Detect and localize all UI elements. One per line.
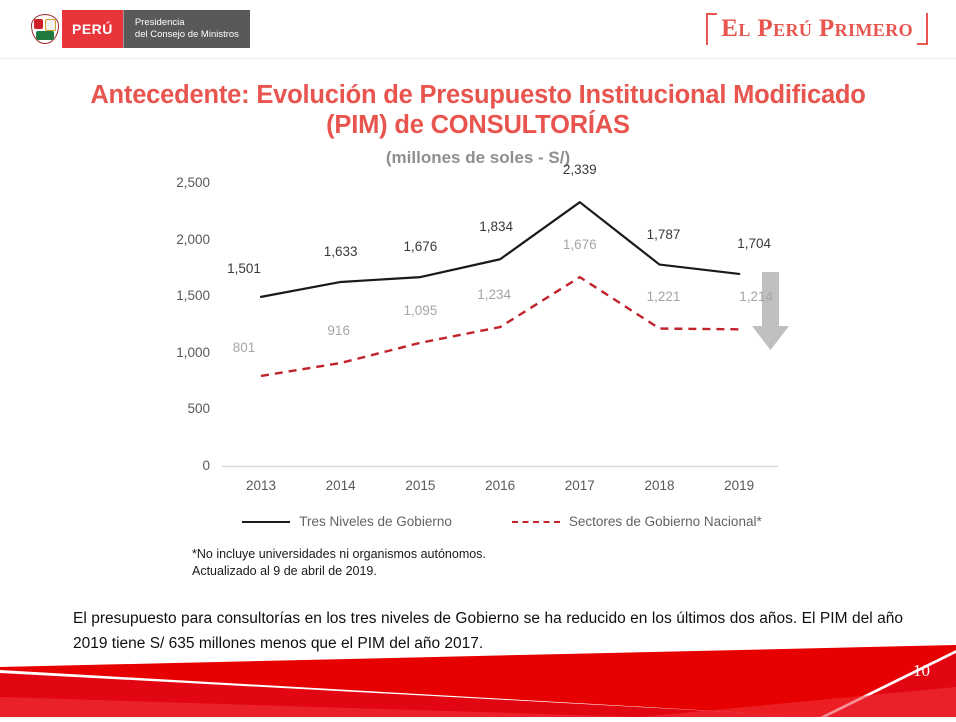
y-axis-tick-1000: 1,000 [176,344,210,360]
legend-label-tres-niveles: Tres Niveles de Gobierno [299,514,452,529]
logo-institution-line2: del Consejo de Ministros [134,29,239,40]
data-label-2013-series0: 1,501 [227,260,261,276]
header-divider [0,58,956,59]
page-number: 10 [913,661,930,680]
footer-graphic [0,645,956,717]
x-axis-tick-2016: 2016 [485,478,516,493]
data-label-2016-series1: 1,234 [477,287,511,303]
y-axis-tick-2500: 2,500 [176,175,210,190]
data-label-2016-series0: 1,834 [479,219,513,235]
data-label-2013-series1: 801 [232,339,256,355]
y-axis-tick-2000: 2,000 [176,231,210,247]
chart-legend: Tres Niveles de Gobierno Sectores de Gob… [222,514,782,529]
data-label-2018-series0: 1,787 [646,226,681,242]
y-axis-tick-0: 0 [202,457,210,473]
data-label-2017-series0: 2,339 [562,162,597,178]
legend-swatch-solid-icon [242,520,291,523]
bracket-left-icon [706,13,718,45]
footer-band-accent [0,687,956,717]
x-axis-tick-2015: 2015 [405,478,436,493]
slide-header: PERÚ Presidencia del Consejo de Ministro… [0,0,956,59]
logo-institution-line1: Presidencia [134,17,185,28]
legend-item-sectores-nacional: Sectores de Gobierno Nacional* [511,514,762,529]
logo-peru-label: PERÚ [62,10,123,48]
body-paragraph: El presupuesto para consultorías en los … [73,610,903,652]
chart-footnote: *No incluye universidades ni organismos … [192,546,486,580]
brand-text: El Perú Primero [721,15,913,42]
x-axis-tick-2013: 2013 [245,478,277,493]
logo-institution-label: Presidencia del Consejo de Ministros [122,10,250,48]
data-label-2017-series1: 1,676 [562,237,597,253]
data-label-2019-series1: 1,214 [739,289,774,305]
legend-label-sectores-nacional: Sectores de Gobierno Nacional* [568,514,762,529]
data-label-2015-series0: 1,676 [403,239,438,255]
footnote-line-1: *No incluye universidades ni organismos … [192,547,486,561]
x-axis-tick-2014: 2014 [325,478,356,493]
data-label-2015-series1: 1,095 [403,302,438,318]
footnote-line-2: Actualizado al 9 de abril de 2019. [192,564,377,578]
data-label-2014-series1: 916 [327,322,350,338]
x-axis-tick-2018: 2018 [644,478,675,493]
legend-item-tres-niveles: Tres Niveles de Gobierno [242,514,452,529]
x-axis-tick-2019: 2019 [724,478,755,493]
legend-swatch-dashed-icon [511,520,560,523]
peru-coat-of-arms-icon [28,10,62,48]
brand-el-peru-primero: El Perú Primero [706,11,928,47]
data-label-2018-series1: 1,221 [646,288,681,304]
page-title: Antecedente: Evolución de Presupuesto In… [90,81,866,139]
down-arrow-icon [752,272,789,350]
bracket-right-icon [917,13,928,45]
slide-footer: 10 [0,645,956,717]
data-label-2019-series0: 1,704 [737,235,772,251]
pcm-logo: PERÚ Presidencia del Consejo de Ministro… [28,10,250,48]
data-label-2014-series0: 1,633 [323,243,358,259]
x-axis-tick-2017: 2017 [564,478,595,493]
y-axis-tick-500: 500 [187,401,210,416]
y-axis-tick-1500: 1,500 [176,288,210,303]
page-subtitle: (millones de soles - S/) [385,148,571,167]
footer-band-main [0,653,956,717]
